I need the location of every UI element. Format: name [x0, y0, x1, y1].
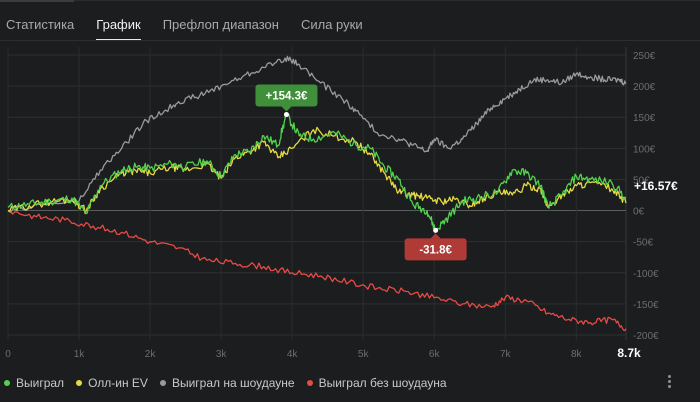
- y-tick-label: 150€: [633, 113, 656, 124]
- legend-swatch-won: [4, 380, 10, 386]
- y-tick-label: 0€: [633, 207, 645, 218]
- y-tick-label: -200€: [633, 331, 659, 342]
- grid: [7, 47, 627, 340]
- series-line-non-showdown: [7, 209, 627, 332]
- tick-labels: 250€ 200€ 150€ 100€ 50€ 0€ -50€ -100€ -150€ -200€…: [5, 51, 659, 360]
- annotation-trough-box: [404, 238, 467, 261]
- legend-swatch-non-showdown: [306, 380, 313, 386]
- series-lines: [7, 55, 627, 332]
- legend-item-won[interactable]: Выиграл: [4, 376, 64, 390]
- annotation-trough-label: -31.8€: [419, 244, 452, 256]
- annotation-peak-marker: [283, 112, 289, 118]
- tab-bar: Статистика График Префлоп диапазон Сила …: [6, 17, 385, 41]
- legend-item-showdown[interactable]: Выиграл на шоудауне: [159, 376, 295, 390]
- chart-legend: Выиграл Олл-ин EV Выиграл на шоудауне Вы…: [4, 376, 459, 390]
- legend-label-won: Выиграл: [16, 376, 65, 390]
- tab-statistics[interactable]: Статистика: [6, 17, 75, 32]
- x-tick-label: 2k: [145, 349, 157, 360]
- x-tick-label: 5k: [358, 349, 370, 360]
- x-tick-label: 4k: [287, 349, 299, 360]
- x-tick-label: 6k: [429, 349, 441, 360]
- y-tick-label: 200€: [633, 82, 656, 93]
- y-tick-label: -100€: [633, 269, 659, 280]
- y-tick-label: 50€: [633, 175, 650, 186]
- x-tick-label: 7k: [500, 349, 512, 360]
- tab-divider: [0, 40, 700, 41]
- top-border-segment: [0, 0, 74, 2]
- tab-hand-strength[interactable]: Сила руки: [300, 17, 363, 32]
- legend-item-allin-ev[interactable]: Олл-ин EV: [76, 376, 148, 390]
- tab-preflop-range[interactable]: Префлоп диапазон: [162, 17, 279, 32]
- vertical-ellipsis-icon[interactable]: [666, 375, 672, 391]
- annotation-trough-marker: [433, 227, 439, 233]
- annotation-peak-label: +154.3€: [266, 91, 308, 103]
- y-tick-label: 250€: [633, 51, 656, 62]
- top-border-rule: [74, 0, 700, 1]
- annotation-trough-pointer: [430, 233, 441, 239]
- annotation-peak-pointer: [281, 106, 292, 112]
- series-line-won: [7, 112, 627, 231]
- top-border: [0, 0, 700, 3]
- annotation-peak-box: [255, 84, 318, 107]
- x-tick-label: 8.7k: [617, 346, 641, 360]
- y-tick-label: -150€: [633, 300, 659, 311]
- x-tick-label: 8k: [571, 349, 583, 360]
- legend-label-allin-ev: Олл-ин EV: [88, 376, 148, 390]
- series-line-allin-ev: [7, 126, 627, 214]
- x-tick-label: 1k: [74, 349, 86, 360]
- legend-label-showdown: Выиграл на шоудауне: [171, 376, 295, 390]
- x-tick-label: 3k: [216, 349, 228, 360]
- legend-swatch-showdown: [159, 380, 166, 386]
- annotations: +154.3€ -31.8€ +16.57€: [255, 84, 678, 261]
- legend-item-non-showdown[interactable]: Выиграл без шоудауна: [306, 376, 447, 390]
- legend-swatch-allin-ev: [76, 380, 83, 386]
- legend-label-non-showdown: Выиграл без шоудауна: [318, 376, 447, 390]
- y-tick-label: 100€: [633, 144, 656, 155]
- end-value-label: +16.57€: [634, 179, 678, 193]
- x-tick-label: 0: [5, 349, 11, 360]
- series-line-showdown: [7, 55, 627, 214]
- y-tick-label: -50€: [633, 238, 653, 249]
